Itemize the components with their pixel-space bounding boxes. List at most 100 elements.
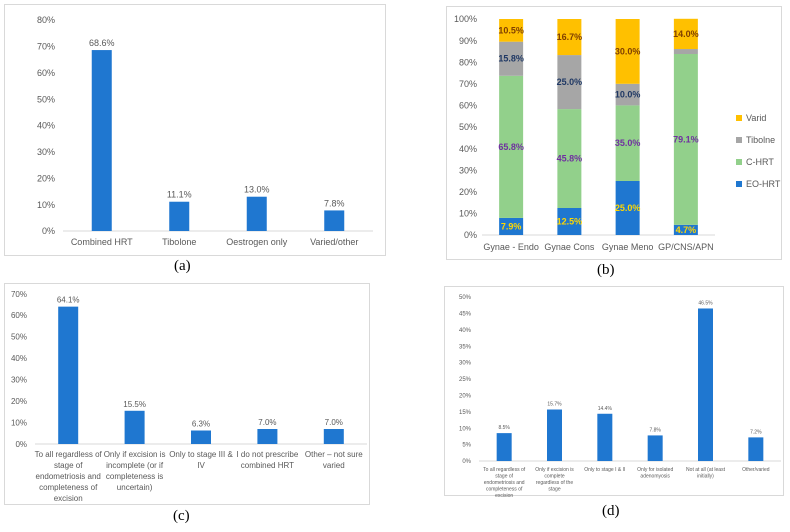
segment-data-label: 79.1%: [673, 134, 699, 144]
y-tick-label: 30%: [37, 147, 55, 157]
y-tick-label: 60%: [37, 68, 55, 78]
bar-data-label: 14.4%: [598, 406, 613, 412]
segment-data-label: 35.0%: [615, 138, 641, 148]
y-tick-label: 60%: [459, 101, 477, 111]
bar: [169, 201, 190, 231]
segment-data-label: 45.8%: [557, 154, 583, 164]
y-tick-label: 40%: [459, 144, 477, 154]
y-tick-label: 80%: [459, 57, 477, 67]
stacked-bar-segment: [499, 217, 524, 235]
segment-data-label: 16.7%: [557, 32, 583, 42]
x-category-label: To all regardless of: [35, 450, 103, 459]
y-tick-label: 30%: [459, 165, 477, 175]
y-tick-label: 20%: [459, 187, 477, 197]
chart-d: 0% 5% 10% 15% 20% 25% 30% 35% 40% 45% 50% 8.5% To al…: [459, 295, 781, 497]
bar: [191, 430, 211, 444]
y-tick-label: 70%: [11, 290, 27, 299]
stacked-bar-segment: [673, 49, 698, 54]
y-tick-label: 0%: [462, 459, 471, 465]
x-category-label: initially): [697, 474, 714, 480]
stacked-bar-segment: [499, 19, 524, 42]
bar-data-label: 7.8%: [324, 198, 345, 208]
x-category-label: Not at all (at least: [686, 467, 726, 473]
x-category-label: Combined HRT: [71, 237, 133, 247]
y-tick-label: 50%: [459, 295, 472, 301]
panel-label-d: (d): [602, 503, 620, 519]
segment-data-label: 10.0%: [615, 90, 641, 100]
stacked-bar-segment: [673, 53, 698, 225]
bar: [547, 409, 562, 461]
bar: [496, 433, 512, 461]
x-category-label: regardless of the: [536, 480, 573, 486]
y-tick-label: 0%: [15, 440, 27, 449]
stacked-bar-segment: [673, 224, 698, 235]
x-category-label: endometriosis and: [484, 480, 525, 486]
y-tick-label: 0%: [464, 230, 477, 240]
y-tick-label: 5%: [462, 443, 471, 449]
y-tick-label: 30%: [11, 376, 27, 385]
segment-data-label: 25.0%: [557, 77, 583, 87]
y-tick-label: 10%: [11, 418, 27, 427]
bar: [58, 306, 79, 444]
legend-label: C-HRT: [746, 157, 774, 167]
bar: [257, 429, 278, 444]
chart-a: 0% 10% 20% 30% 40% 50% 60% 70% 80% 68.6% Combined …: [37, 15, 373, 247]
x-category-label: stage: [548, 487, 560, 493]
bar: [324, 210, 345, 231]
y-tick-label: 40%: [37, 121, 55, 131]
panel-label-a: (a): [174, 258, 191, 274]
chart-b: 0% 10% 20% 30% 40% 50% 60% 70% 80% 90% 100% 7.9% 65.…: [454, 14, 781, 252]
legend-label: Varid: [746, 113, 766, 123]
bar-data-label: 15.5%: [123, 400, 146, 409]
y-tick-label: 10%: [37, 200, 55, 210]
x-category-label: Only if excision is: [104, 450, 166, 459]
x-category-label: stage of: [495, 474, 513, 480]
y-tick-label: 20%: [11, 397, 27, 406]
stacked-bar-segment: [673, 18, 698, 50]
segment-data-label: 14.0%: [673, 29, 699, 39]
bar: [124, 410, 145, 444]
x-category-label: Other – not sure: [305, 450, 363, 459]
segment-data-label: 15.8%: [498, 54, 524, 64]
x-category-label: Varied/other: [310, 237, 358, 247]
x-category-label: excision: [495, 493, 513, 497]
legend-swatch: [736, 137, 742, 143]
bar: [91, 50, 112, 231]
x-category-label: Gynae - Endo: [483, 242, 539, 252]
stacked-bar-segment: [615, 83, 640, 106]
x-category-label: varied: [323, 461, 345, 470]
y-tick-label: 30%: [459, 361, 472, 367]
panel-b: 0% 10% 20% 30% 40% 50% 60% 70% 80% 90% 100% 7.9% 65.…: [446, 6, 782, 260]
y-tick-label: 60%: [11, 311, 27, 320]
x-category-label: adenomyosis: [640, 474, 670, 480]
y-tick-label: 35%: [459, 344, 472, 350]
legend-label: EO-HRT: [746, 179, 781, 189]
y-tick-label: 70%: [459, 79, 477, 89]
bar-data-label: 15.7%: [547, 402, 562, 408]
panel-label-b: (b): [597, 262, 615, 278]
y-tick-label: 40%: [11, 354, 27, 363]
x-category-label: Only if excision is: [535, 467, 574, 473]
panel-c: 0% 10% 20% 30% 40% 50% 60% 70% 64.1% To all regar…: [4, 283, 370, 505]
x-category-label: completeness of: [39, 483, 98, 492]
bar-data-label: 7.0%: [258, 418, 276, 427]
bar: [647, 435, 663, 461]
bar: [323, 429, 344, 444]
x-category-label: uncertain): [117, 483, 153, 492]
x-category-label: GP/CNS/APN: [658, 242, 714, 252]
y-tick-label: 90%: [459, 36, 477, 46]
bar-data-label: 13.0%: [244, 185, 270, 195]
stacked-bar-segment: [557, 55, 582, 110]
y-tick-label: 50%: [459, 122, 477, 132]
x-category-label: Gynae Meno: [602, 242, 654, 252]
bar-data-label: 7.2%: [750, 429, 762, 435]
stacked-bar-segment: [615, 19, 640, 84]
x-category-label: endometriosis and: [36, 472, 101, 481]
y-tick-label: 100%: [454, 14, 477, 24]
y-tick-label: 20%: [459, 394, 472, 400]
bar-data-label: 11.1%: [167, 190, 192, 200]
segment-data-label: 10.5%: [498, 25, 524, 35]
y-tick-label: 10%: [459, 209, 477, 219]
stacked-bar-segment: [499, 41, 524, 76]
stacked-bar-segment: [557, 19, 582, 56]
